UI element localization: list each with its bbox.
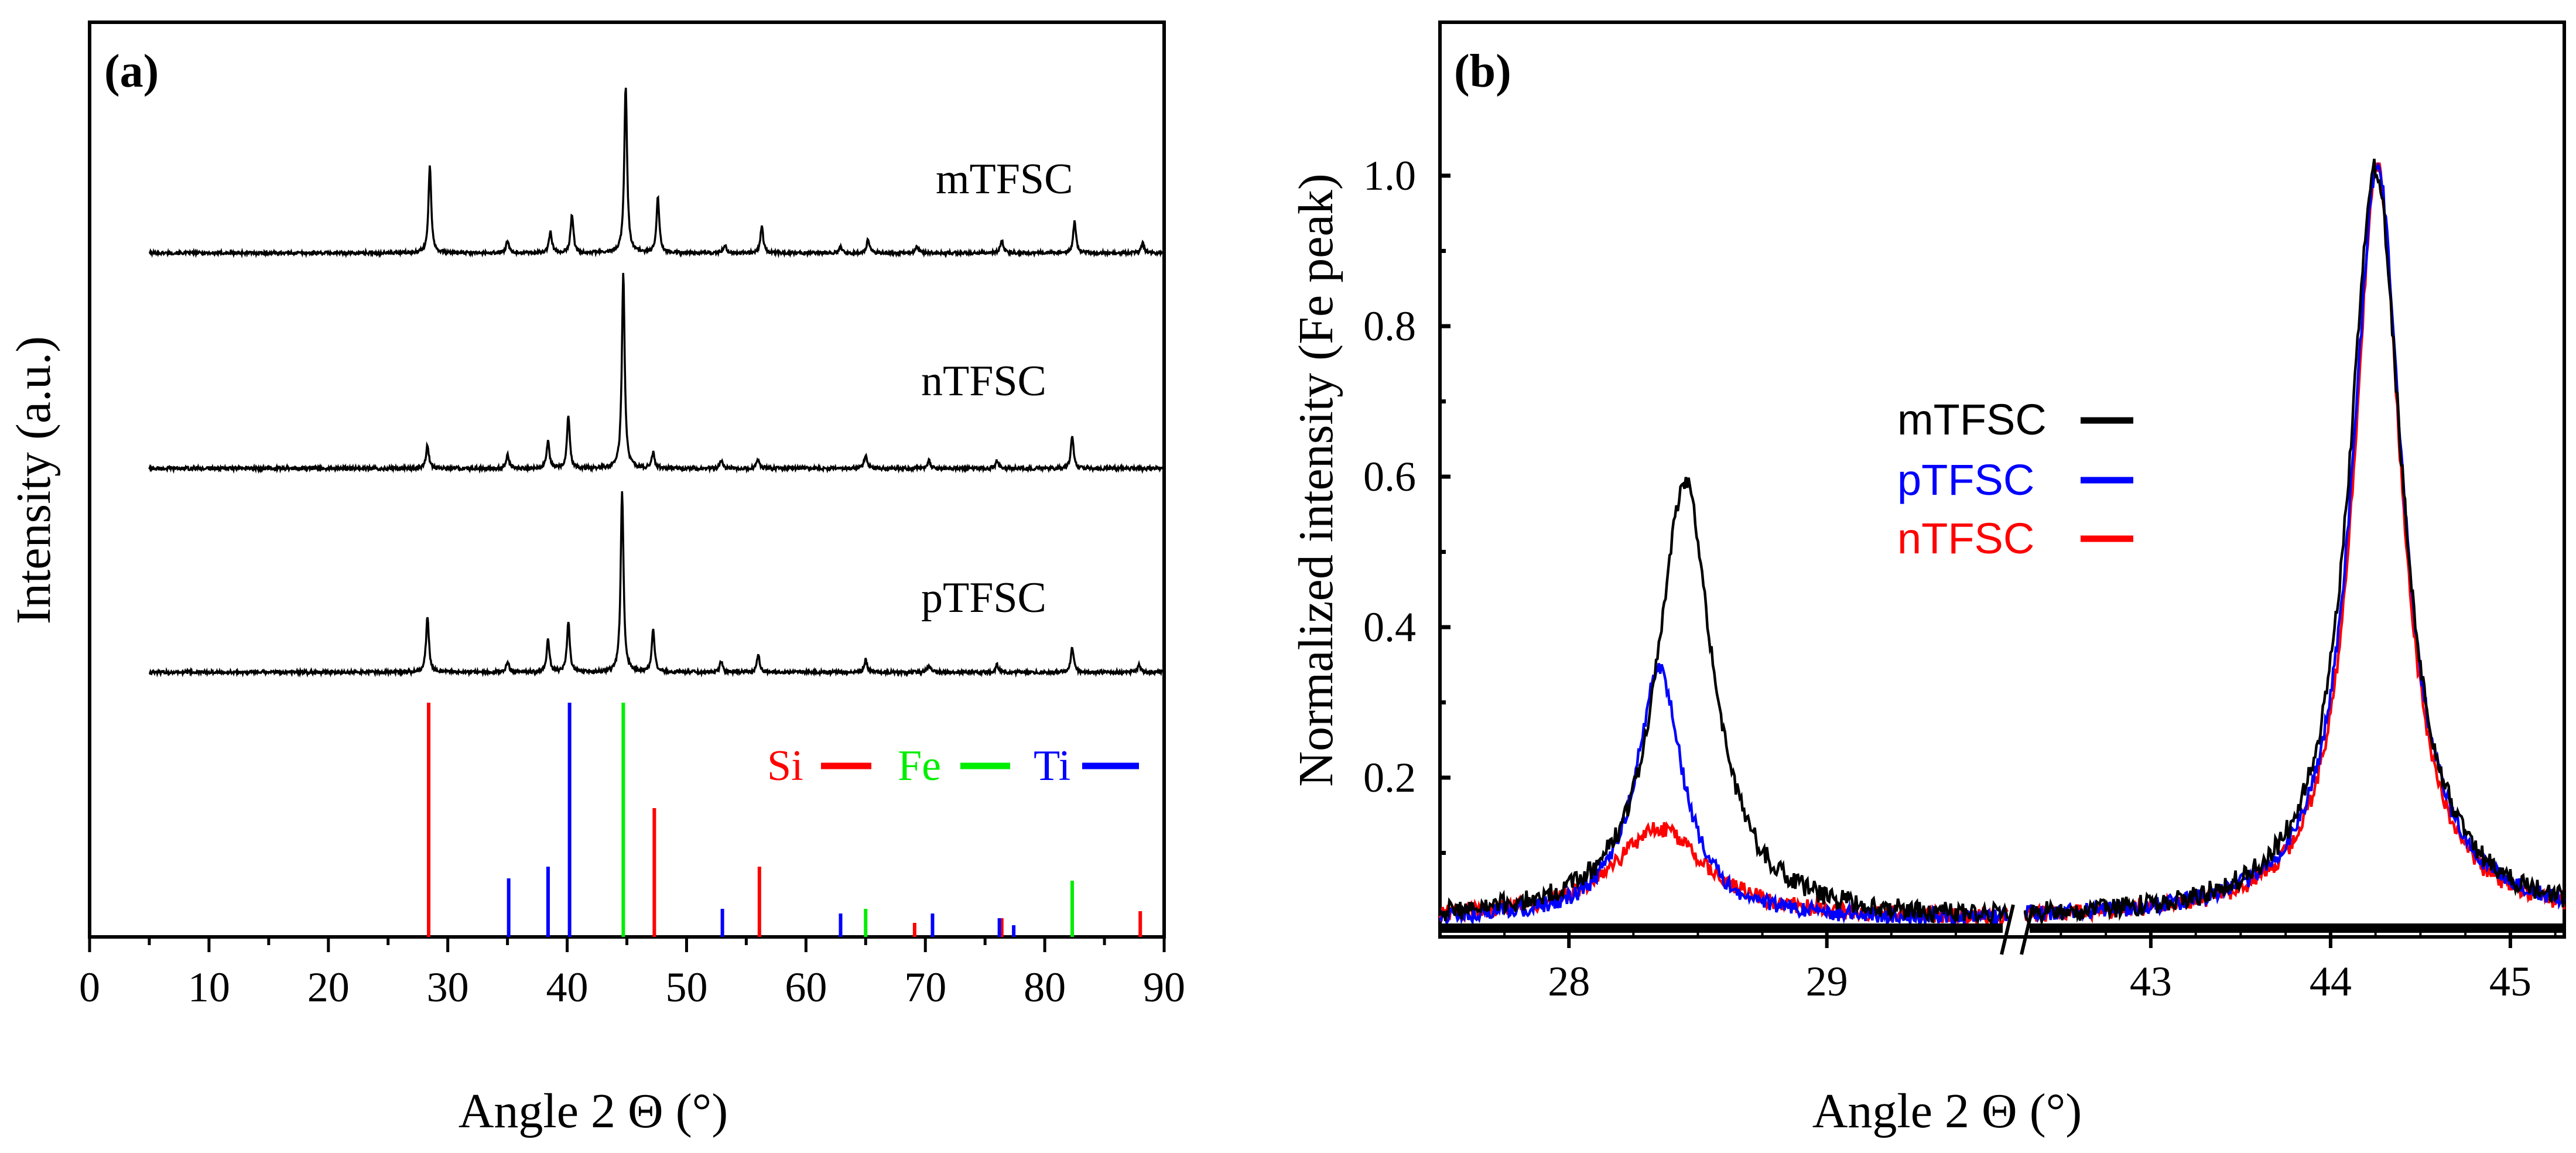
panel-b-x-tick-label: 45 <box>2489 958 2531 1005</box>
panel-b-x-tick-label: 44 <box>2310 958 2352 1005</box>
panel-b-x-tick-label: 28 <box>1548 958 1590 1005</box>
label-nTFSC: nTFSC <box>921 357 1046 405</box>
panel-a-x-tick-label: 0 <box>79 964 100 1011</box>
panel-b-x-tick-label: 29 <box>1806 958 1848 1005</box>
panel-b: (b) 28 29 43 44 45 0.2 0.4 0.6 0.8 1.0 mTFSC pTFS… <box>1289 20 2566 1138</box>
trace-mTFSC <box>148 87 1165 259</box>
legend-fe-label: Fe <box>898 742 941 790</box>
panel-b-x-tick-label: 43 <box>2130 958 2172 1005</box>
panel-b-x-label: Angle 2 Θ (°) <box>1812 1084 2082 1138</box>
trace-nTFSC <box>148 273 1165 474</box>
panel-a-tag: (a) <box>104 46 159 97</box>
trace-pTFSC <box>148 491 1165 678</box>
panel-b-y-tick-label: 0.6 <box>1363 453 1416 500</box>
panel-a-x-tick-label: 30 <box>427 964 469 1011</box>
panel-b-y-tick-label: 0.2 <box>1363 754 1416 801</box>
panel-b-frame <box>1438 20 2566 939</box>
panel-a-x-label: Angle 2 Θ (°) <box>459 1084 728 1138</box>
trace-mTFSC-segment-1 <box>2023 159 2566 927</box>
panel-b-legend: mTFSC pTFSC nTFSC <box>1897 395 2133 563</box>
trace-mTFSC-segment-0 <box>1439 477 2009 926</box>
panel-a-legend: Si Fe Ti <box>767 742 1139 790</box>
panel-a-y-label: Intensity (a.u.) <box>6 336 61 624</box>
panel-a-x-tick-label: 10 <box>188 964 230 1011</box>
panel-b-traces <box>1438 159 2566 929</box>
panel-a-x-tick-label: 80 <box>1024 964 1066 1011</box>
panel-b-y-tick-label: 0.8 <box>1363 303 1416 350</box>
axis-break-mark-right <box>2020 904 2035 955</box>
panel-a-x-ticks: 0 10 20 30 40 50 60 70 80 90 <box>79 937 1185 1011</box>
panel-a-traces <box>148 87 1165 678</box>
legend-pTFSC-label: pTFSC <box>1897 456 2034 504</box>
panel-a-x-tick-label: 70 <box>904 964 946 1011</box>
panel-b-y-tick-label: 1.0 <box>1363 152 1416 199</box>
panel-b-axes: 28 29 43 44 45 0.2 0.4 0.6 0.8 1.0 <box>1363 152 2564 1005</box>
legend-mTFSC-label: mTFSC <box>1897 395 2047 444</box>
label-mTFSC: mTFSC <box>936 155 1073 203</box>
panel-b-tag: (b) <box>1454 46 1511 97</box>
panel-a-x-tick-label: 20 <box>307 964 350 1011</box>
panel-a-x-tick-label: 60 <box>785 964 827 1011</box>
legend-si-label: Si <box>767 742 803 790</box>
panel-b-y-label: Normalized intensity (Fe peak) <box>1289 173 1343 786</box>
legend-ti-label: Ti <box>1034 742 1070 790</box>
legend-nTFSC-label: nTFSC <box>1897 514 2034 563</box>
label-pTFSC: pTFSC <box>921 574 1046 622</box>
panel-a-x-tick-label: 90 <box>1143 964 1185 1011</box>
panel-a: (a) 0 10 20 30 40 50 60 70 80 90 mTFSC nTFSC pTFS… <box>6 20 1185 1138</box>
panel-b-y-tick-label: 0.4 <box>1363 604 1416 651</box>
panel-a-x-tick-label: 40 <box>546 964 589 1011</box>
panel-a-reference-lines <box>427 703 1142 937</box>
axis-break-mark-left <box>2000 904 2015 955</box>
panel-a-x-tick-label: 50 <box>665 964 707 1011</box>
